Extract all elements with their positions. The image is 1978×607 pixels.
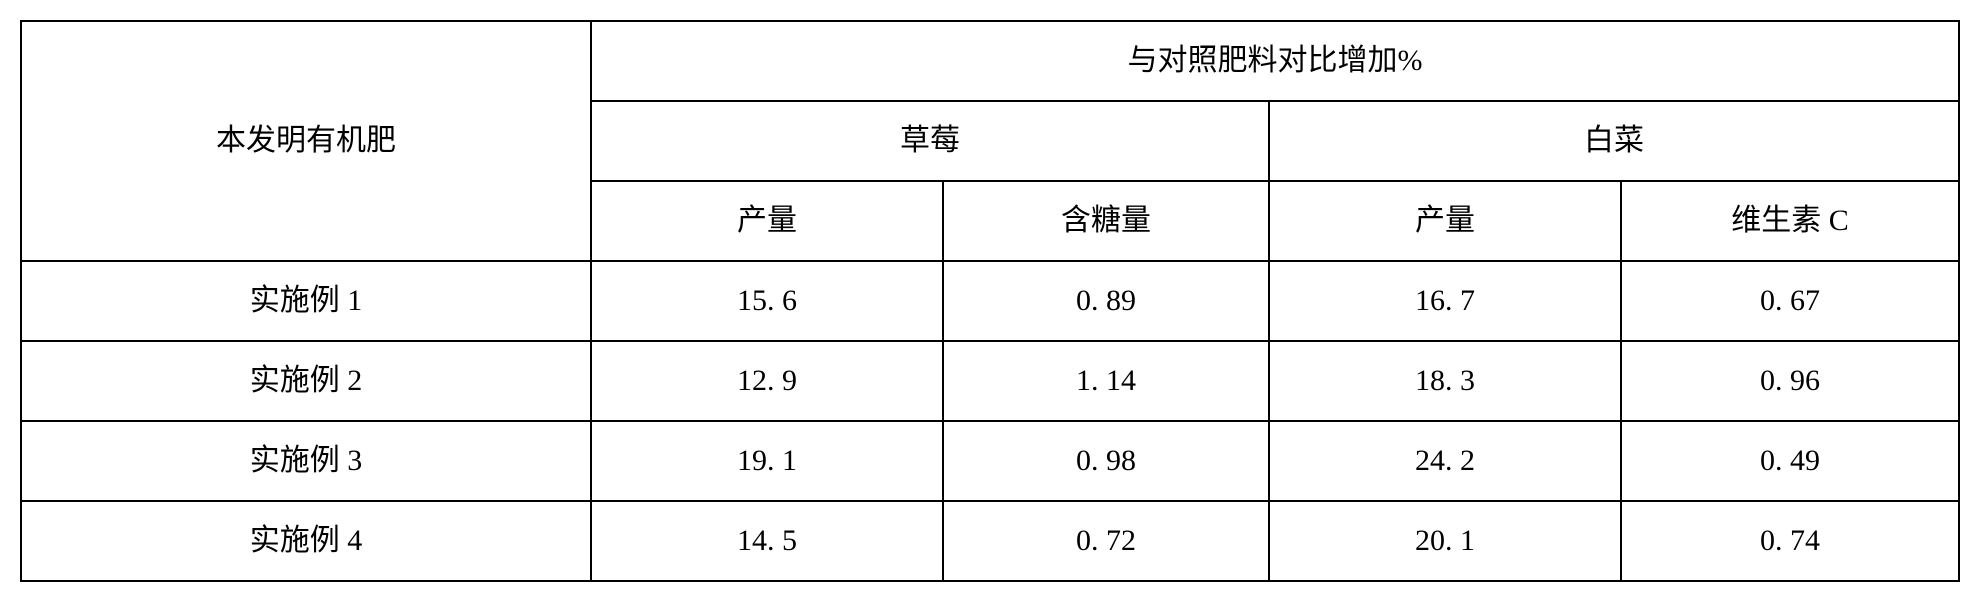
row-label: 实施例 3: [21, 421, 591, 501]
comparison-table: 本发明有机肥 与对照肥料对比增加% 草莓 白菜 产量 含糖量 产量 维生素 C …: [20, 20, 1960, 582]
header-col0: 本发明有机肥: [21, 21, 591, 261]
cell-value: 15. 6: [591, 261, 943, 341]
table-row: 实施例 2 12. 9 1. 14 18. 3 0. 96: [21, 341, 1959, 421]
cell-value: 1. 14: [943, 341, 1269, 421]
table-row: 实施例 4 14. 5 0. 72 20. 1 0. 74: [21, 501, 1959, 581]
cell-value: 24. 2: [1269, 421, 1621, 501]
table-row: 实施例 1 15. 6 0. 89 16. 7 0. 67: [21, 261, 1959, 341]
cell-value: 20. 1: [1269, 501, 1621, 581]
cell-value: 19. 1: [591, 421, 943, 501]
cell-value: 0. 96: [1621, 341, 1959, 421]
header-leaf-vitc: 维生素 C: [1621, 181, 1959, 261]
cell-value: 18. 3: [1269, 341, 1621, 421]
cell-value: 14. 5: [591, 501, 943, 581]
cell-value: 0. 89: [943, 261, 1269, 341]
cell-value: 0. 98: [943, 421, 1269, 501]
row-label: 实施例 4: [21, 501, 591, 581]
row-label: 实施例 2: [21, 341, 591, 421]
header-leaf-yield-2: 产量: [1269, 181, 1621, 261]
cell-value: 16. 7: [1269, 261, 1621, 341]
comparison-table-container: 本发明有机肥 与对照肥料对比增加% 草莓 白菜 产量 含糖量 产量 维生素 C …: [20, 20, 1958, 582]
cell-value: 0. 67: [1621, 261, 1959, 341]
header-sub-cabbage: 白菜: [1269, 101, 1959, 181]
header-leaf-yield-1: 产量: [591, 181, 943, 261]
header-leaf-sugar: 含糖量: [943, 181, 1269, 261]
table-header-row-1: 本发明有机肥 与对照肥料对比增加%: [21, 21, 1959, 101]
cell-value: 0. 72: [943, 501, 1269, 581]
table-row: 实施例 3 19. 1 0. 98 24. 2 0. 49: [21, 421, 1959, 501]
cell-value: 0. 49: [1621, 421, 1959, 501]
cell-value: 0. 74: [1621, 501, 1959, 581]
header-sub-strawberry: 草莓: [591, 101, 1269, 181]
cell-value: 12. 9: [591, 341, 943, 421]
row-label: 实施例 1: [21, 261, 591, 341]
header-group-title: 与对照肥料对比增加%: [591, 21, 1959, 101]
